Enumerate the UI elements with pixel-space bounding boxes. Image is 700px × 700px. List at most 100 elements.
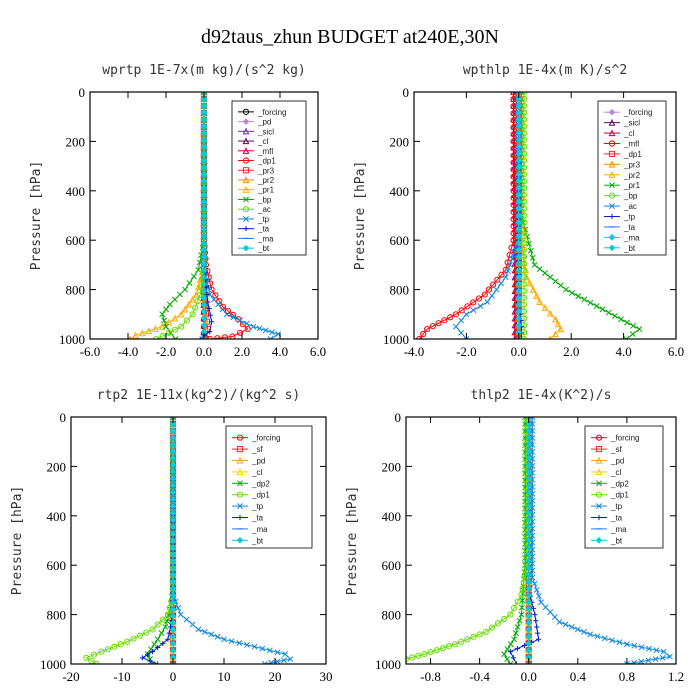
data-point bbox=[515, 150, 523, 158]
legend-label: _ac bbox=[257, 205, 271, 214]
legend-marker bbox=[242, 108, 250, 115]
data-point bbox=[197, 336, 203, 339]
data-point bbox=[154, 636, 161, 643]
legend-label: _ta bbox=[623, 223, 636, 232]
data-point bbox=[415, 652, 422, 659]
data-point bbox=[175, 605, 182, 611]
legend-label: _cl bbox=[623, 129, 634, 138]
legend-label: _pr1 bbox=[257, 186, 275, 195]
legend-marker bbox=[595, 456, 603, 464]
data-point bbox=[169, 496, 177, 503]
data-point bbox=[169, 420, 177, 428]
data-point bbox=[237, 329, 244, 336]
legend-label: _cl bbox=[251, 468, 262, 477]
data-point bbox=[259, 645, 266, 652]
data-point bbox=[200, 232, 208, 240]
data-point bbox=[623, 661, 630, 664]
y-tick-label: 1000 bbox=[383, 332, 409, 347]
data-point bbox=[525, 461, 533, 469]
data-point bbox=[205, 299, 211, 305]
x-tick-label: 4.0 bbox=[272, 344, 288, 359]
data-point bbox=[287, 656, 294, 663]
data-point bbox=[158, 322, 166, 330]
legend-box bbox=[231, 100, 307, 256]
data-point bbox=[525, 557, 533, 565]
data-point bbox=[525, 564, 533, 572]
y-tick-label: 600 bbox=[66, 233, 86, 248]
legend-label: _mfl bbox=[257, 147, 273, 156]
panel-title: wprtp 1E-7x(m kg)/(s^2 kg) bbox=[102, 63, 306, 78]
data-point bbox=[162, 623, 169, 630]
data-point bbox=[143, 629, 150, 636]
data-point bbox=[458, 317, 465, 324]
data-point bbox=[525, 633, 533, 640]
data-point bbox=[515, 301, 523, 309]
data-point bbox=[587, 631, 594, 638]
data-point bbox=[274, 649, 281, 656]
data-point bbox=[166, 301, 173, 308]
data-point bbox=[482, 628, 489, 635]
data-point bbox=[200, 157, 208, 164]
data-point bbox=[197, 291, 204, 298]
data-point bbox=[200, 225, 208, 233]
data-point bbox=[200, 260, 208, 267]
legend: _forcing _sf _pd _cl _dp2 _dp1 _tp _ta _ma _bt bbox=[225, 425, 313, 549]
data-point bbox=[169, 434, 177, 441]
legend-marker bbox=[242, 118, 250, 125]
data-point bbox=[485, 286, 493, 293]
data-point bbox=[653, 647, 660, 654]
data-point bbox=[529, 285, 537, 293]
y-tick-label: 400 bbox=[66, 184, 86, 199]
legend-label: _pr2 bbox=[257, 176, 275, 185]
legend-marker bbox=[236, 456, 244, 464]
data-point bbox=[152, 325, 159, 332]
data-point bbox=[228, 638, 235, 645]
series-line-dp1 bbox=[85, 417, 174, 664]
data-point bbox=[522, 421, 528, 428]
data-point bbox=[274, 658, 281, 664]
legend-label: _sf bbox=[251, 445, 263, 454]
data-point bbox=[266, 647, 273, 654]
data-point bbox=[519, 597, 526, 604]
data-point bbox=[214, 633, 221, 640]
y-tick-label: 600 bbox=[47, 558, 67, 573]
data-point bbox=[507, 661, 514, 664]
data-point bbox=[427, 649, 434, 656]
data-point bbox=[130, 635, 137, 642]
legend: _forcing_pd_sicl_cl_mfl_dp1_pr3_pr2_pr1_… bbox=[231, 100, 307, 256]
legend-label: _pr2 bbox=[623, 171, 641, 180]
data-point bbox=[171, 326, 179, 333]
legend-label: _ta bbox=[257, 225, 270, 234]
data-point bbox=[515, 239, 523, 247]
data-point bbox=[243, 320, 250, 327]
data-point bbox=[429, 323, 436, 330]
data-point bbox=[552, 278, 559, 285]
data-point bbox=[660, 648, 667, 655]
data-point bbox=[533, 292, 540, 299]
data-point bbox=[182, 286, 188, 293]
data-point bbox=[498, 280, 505, 287]
data-point bbox=[83, 654, 90, 661]
data-point bbox=[502, 274, 509, 281]
data-point bbox=[518, 591, 525, 598]
x-tick-label: -0.8 bbox=[420, 669, 441, 684]
data-point bbox=[525, 612, 533, 620]
legend-marker bbox=[242, 186, 250, 193]
data-point bbox=[169, 598, 177, 606]
legend-label: _bt bbox=[257, 244, 270, 253]
data-point bbox=[525, 489, 533, 496]
data-point bbox=[525, 626, 533, 634]
data-point bbox=[151, 641, 158, 648]
data-point bbox=[515, 129, 523, 137]
data-point bbox=[529, 428, 536, 434]
legend-marker bbox=[595, 446, 603, 453]
y-tick-label: 1000 bbox=[375, 657, 401, 672]
legend-marker bbox=[596, 514, 602, 521]
data-point bbox=[616, 639, 623, 646]
y-tick-label: 200 bbox=[390, 134, 410, 149]
data-point bbox=[458, 329, 465, 336]
y-tick-label: 200 bbox=[47, 459, 67, 474]
legend-marker bbox=[242, 244, 250, 252]
data-point bbox=[515, 219, 523, 226]
